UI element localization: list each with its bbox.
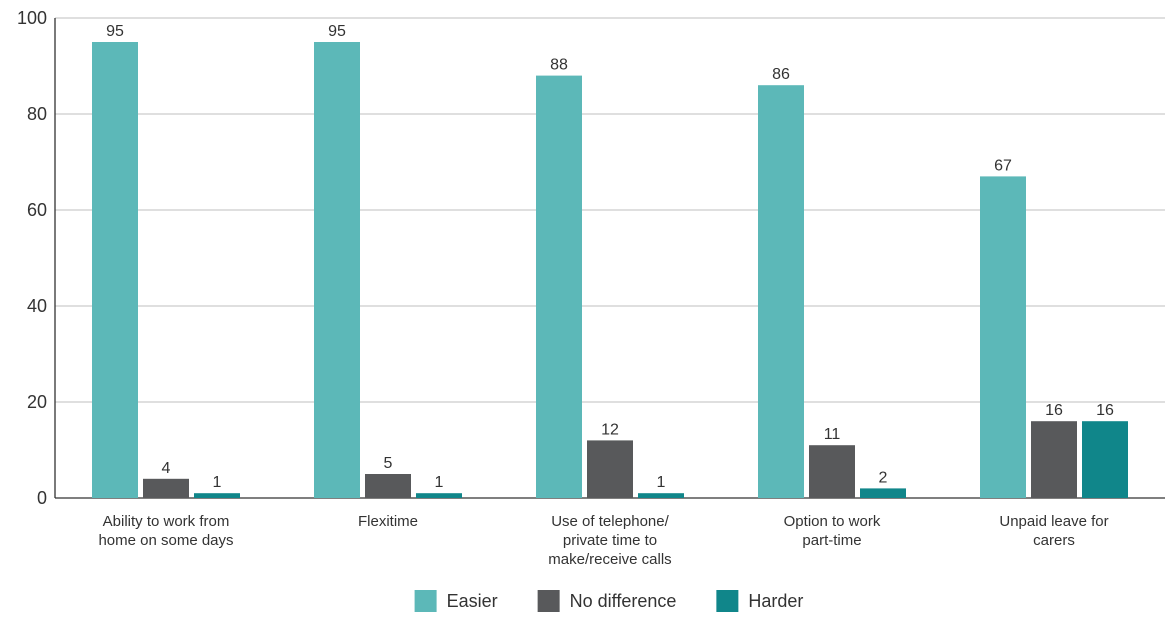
data-label: 11: [824, 426, 841, 443]
legend: Easier No difference Harder: [414, 590, 803, 612]
data-label: 95: [106, 23, 124, 40]
data-label: 4: [162, 460, 171, 477]
x-tick-label: home on some days: [98, 532, 233, 549]
data-label: 86: [772, 66, 790, 83]
data-label: 1: [435, 474, 444, 491]
y-tick-label: 20: [27, 392, 47, 412]
legend-label: Easier: [447, 591, 498, 611]
data-label: 1: [213, 474, 222, 491]
bar: [587, 440, 633, 498]
x-tick-label: Ability to work from: [103, 513, 230, 530]
x-tick-label: make/receive calls: [548, 551, 671, 568]
bar: [143, 478, 189, 498]
y-tick-label: 60: [27, 200, 47, 220]
data-label: 88: [550, 57, 568, 74]
bar: [638, 493, 684, 498]
x-tick-label: carers: [1033, 532, 1075, 549]
legend-swatch: [414, 590, 437, 612]
bar: [1031, 421, 1077, 498]
bar: [194, 493, 240, 498]
bar: [809, 445, 855, 498]
legend-label: Harder: [748, 591, 803, 611]
legend-label: No difference: [570, 591, 677, 611]
x-tick-label: Option to work: [784, 513, 881, 530]
x-axis-labels: Ability to work from home on some days Fle…: [98, 513, 1108, 568]
x-tick-label: private time to: [563, 532, 657, 549]
y-axis-ticks: 0 20 40 60 80 100: [17, 8, 47, 508]
legend-swatch: [716, 590, 739, 612]
x-tick-label: Use of telephone/: [551, 513, 669, 530]
x-tick-label: Flexitime: [358, 513, 418, 530]
data-label: 95: [328, 23, 346, 40]
data-label: 1: [657, 474, 666, 491]
bar: [860, 488, 906, 498]
y-tick-label: 80: [27, 104, 47, 124]
bar: [416, 493, 462, 498]
x-tick-label: part-time: [802, 532, 861, 549]
data-label: 16: [1096, 402, 1114, 419]
bar: [980, 176, 1026, 498]
bar: [1082, 421, 1128, 498]
y-tick-label: 100: [17, 8, 47, 28]
data-label: 16: [1045, 402, 1063, 419]
x-tick-label: Unpaid leave for: [999, 513, 1108, 530]
data-label: 67: [994, 157, 1012, 174]
data-labels: 95 4 1 95 5 1 88 12 1 86 11 2 67 16 16: [106, 23, 1114, 491]
y-tick-label: 40: [27, 296, 47, 316]
data-label: 5: [384, 455, 393, 472]
bar: [536, 75, 582, 498]
bars: [92, 42, 1128, 498]
bar: [365, 474, 411, 498]
data-label: 2: [879, 469, 888, 486]
bar: [314, 42, 360, 498]
bar: [758, 85, 804, 498]
bar: [92, 42, 138, 498]
legend-swatch: [537, 590, 560, 612]
y-tick-label: 0: [37, 488, 47, 508]
data-label: 12: [601, 421, 619, 438]
